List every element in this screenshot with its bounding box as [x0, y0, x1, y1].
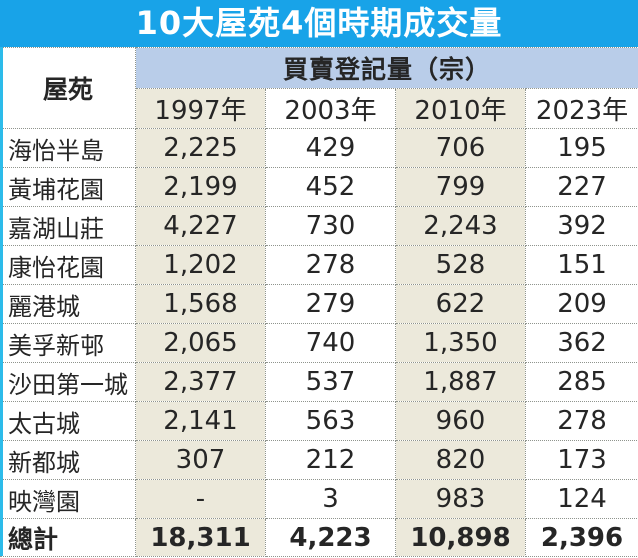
table-row: 映灣園 -3 983 124 — [0, 479, 638, 519]
value-cell: 173 — [524, 440, 638, 480]
table-row: 嘉湖山莊 4,227 730 2,243 392 — [0, 206, 638, 246]
table-row: 康怡花園 1,202 278 528 151 — [0, 245, 638, 285]
value-cell: 537 — [265, 362, 396, 402]
value-cell: 278 — [524, 401, 638, 441]
value-cell: 362 — [524, 323, 638, 363]
value-cell: 2,377 — [135, 362, 266, 402]
value-cell: 285 — [524, 362, 638, 402]
value-cell: 1,202 — [135, 245, 266, 285]
value-cell: 1,568 — [135, 284, 266, 324]
value-cell: 4,227 — [135, 206, 266, 246]
value-cell: 820 — [395, 440, 526, 480]
value-cell: 307 — [135, 440, 266, 480]
table-body: 海怡半島 2,225 429 706 195 黃埔花園 2,199 452 799 227 嘉湖山莊… — [0, 128, 638, 519]
group-header-row: 屋苑 買賣登記量（宗） — [0, 47, 638, 129]
value-cell: 209 — [524, 284, 638, 324]
total-value-cell: 10,898 — [395, 518, 526, 557]
estate-name-cell: 新都城 — [0, 440, 136, 480]
value-cell: 1,887 — [395, 362, 526, 402]
value-cell: - — [135, 479, 266, 519]
estate-name-cell: 嘉湖山莊 — [0, 206, 136, 246]
left-edge-strip — [0, 47, 3, 556]
value-cell: 429 — [265, 128, 396, 168]
value-cell: 730 — [265, 206, 396, 246]
title-banner: 10大屋苑4個時期成交量 — [0, 0, 638, 47]
table-row: 沙田第一城 2,377 537 1,887 285 — [0, 362, 638, 402]
value-cell: 278 — [265, 245, 396, 285]
value-cell: 2,199 — [135, 167, 266, 207]
total-value-cell: 2,396 — [524, 518, 638, 557]
estate-name-cell: 康怡花園 — [0, 245, 136, 285]
value-cell: 452 — [265, 167, 396, 207]
value-cell: 740 — [265, 323, 396, 363]
estate-name-cell: 沙田第一城 — [0, 362, 136, 402]
page-title: 10大屋苑4個時期成交量 — [135, 3, 503, 42]
total-label-cell: 總計 — [0, 518, 136, 557]
col-header-estate: 屋苑 — [0, 47, 136, 129]
estate-name-cell: 海怡半島 — [0, 128, 136, 168]
value-cell: 151 — [524, 245, 638, 285]
table-row: 美孚新邨 2,065 740 1,350 362 — [0, 323, 638, 363]
value-cell: 706 — [395, 128, 526, 168]
col-header-2003: 2003年 — [265, 88, 396, 129]
value-cell: 563 — [265, 401, 396, 441]
transactions-table: 屋苑 買賣登記量（宗） 1997年 2003年 2010年 2023年 海怡半島… — [0, 47, 638, 557]
value-cell: 2,225 — [135, 128, 266, 168]
col-header-1997: 1997年 — [135, 88, 266, 129]
table-row: 麗港城 1,568 279 622 209 — [0, 284, 638, 324]
value-cell: 2,141 — [135, 401, 266, 441]
table-row: 新都城 307 212 820 173 — [0, 440, 638, 480]
value-cell: 195 — [524, 128, 638, 168]
estate-name-cell: 黃埔花園 — [0, 167, 136, 207]
value-cell: 2,243 — [395, 206, 526, 246]
estate-name-cell: 映灣園 — [0, 479, 136, 519]
value-cell: 960 — [395, 401, 526, 441]
table-row: 黃埔花園 2,199 452 799 227 — [0, 167, 638, 207]
value-cell: 1,350 — [395, 323, 526, 363]
estate-name-cell: 麗港城 — [0, 284, 136, 324]
table-row: 太古城 2,141 563 960 278 — [0, 401, 638, 441]
value-cell: 3 — [265, 479, 396, 519]
year-header-row: 1997年 2003年 2010年 2023年 — [1, 88, 638, 129]
value-cell: 227 — [524, 167, 638, 207]
estate-name-cell: 美孚新邨 — [0, 323, 136, 363]
value-cell: 212 — [265, 440, 396, 480]
value-cell: 983 — [395, 479, 526, 519]
value-cell: 392 — [524, 206, 638, 246]
value-cell: 124 — [524, 479, 638, 519]
col-group-header: 買賣登記量（宗） — [134, 47, 638, 89]
value-cell: 799 — [395, 167, 526, 207]
total-row: 總計 18,311 4,223 10,898 2,396 — [0, 518, 638, 557]
total-value-cell: 18,311 — [135, 518, 266, 557]
total-value-cell: 4,223 — [265, 518, 396, 557]
estate-name-cell: 太古城 — [0, 401, 136, 441]
value-cell: 528 — [395, 245, 526, 285]
col-header-2023: 2023年 — [524, 88, 638, 129]
value-cell: 622 — [395, 284, 526, 324]
value-cell: 2,065 — [135, 323, 266, 363]
value-cell: 279 — [265, 284, 396, 324]
col-header-2010: 2010年 — [395, 88, 526, 129]
table-row: 海怡半島 2,225 429 706 195 — [0, 128, 638, 168]
